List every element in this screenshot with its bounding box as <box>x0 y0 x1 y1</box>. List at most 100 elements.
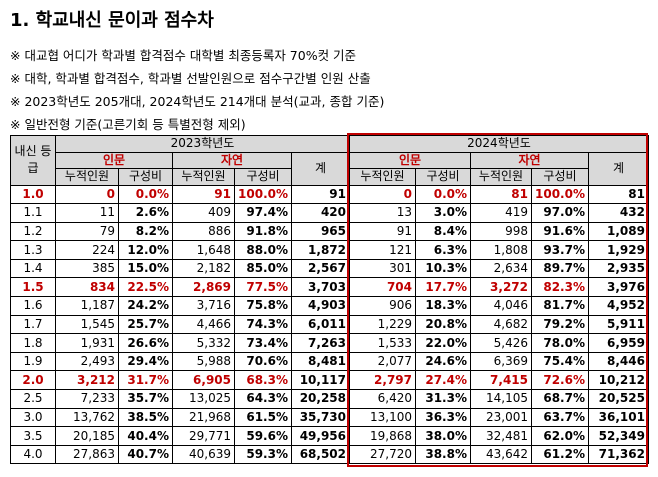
group-header: 자연 <box>172 151 292 169</box>
value-cell: 409 <box>172 203 235 223</box>
table-row: 2.5 7,233 35.7% 13,025 64.3% 20,258 6,420 31.3%… <box>10 389 649 409</box>
value-cell: 11 <box>55 203 119 223</box>
sub-header: 구성비 <box>118 168 173 186</box>
value-cell: 2,077 <box>349 351 416 372</box>
value-cell: 13,025 <box>172 389 235 409</box>
value-cell: 906 <box>349 296 416 316</box>
value-cell: 4,046 <box>470 296 532 316</box>
title: 1. 학교내신 문이과 점수차 <box>10 10 214 31</box>
note: ※ 대학, 학과별 합격점수, 학과별 선발인원으로 점수구간별 인원 산출 <box>10 71 371 86</box>
grade-cell: 1.9 <box>10 351 56 372</box>
value-cell: 1,929 <box>587 240 649 260</box>
value-cell: 301 <box>349 258 416 279</box>
value-cell: 91.6% <box>531 221 589 242</box>
value-cell: 89.7% <box>531 258 589 279</box>
group-header: 인문 <box>55 151 173 169</box>
table-row: 1.9 2,493 29.4% 5,988 70.6% 8,481 2,077 24.6% 6,… <box>10 351 649 372</box>
value-cell: 965 <box>291 221 350 242</box>
value-cell: 3.0% <box>415 203 471 223</box>
value-cell: 5,426 <box>470 333 532 353</box>
value-cell: 22.0% <box>415 333 471 353</box>
value-cell: 8,481 <box>291 351 350 372</box>
value-cell: 38.5% <box>118 407 173 428</box>
value-cell: 97.4% <box>234 203 292 223</box>
table-row: 1.4 385 15.0% 2,182 85.0% 2,567 301 10.3% 2,634 8… <box>10 258 649 279</box>
value-cell: 1,089 <box>587 221 649 242</box>
value-cell: 78.0% <box>531 333 589 353</box>
value-cell: 1,931 <box>55 333 119 353</box>
value-cell: 32,481 <box>470 426 532 446</box>
value-cell: 29,771 <box>172 426 235 446</box>
value-cell: 8,446 <box>587 351 649 372</box>
value-cell: 100.0% <box>234 184 292 205</box>
sub-header: 구성비 <box>415 168 471 186</box>
value-cell: 419 <box>470 203 532 223</box>
value-cell: 88.0% <box>234 240 292 260</box>
table-row: 2.0 3,212 31.7% 6,905 68.3% 10,117 2,797 27.4% 7… <box>10 370 649 391</box>
value-cell: 38.8% <box>415 444 471 465</box>
value-cell: 29.4% <box>118 351 173 372</box>
value-cell: 2,797 <box>349 370 416 391</box>
table-row: 1.6 1,187 24.2% 3,716 75.8% 4,903 906 18.3% 4,04… <box>10 296 649 316</box>
value-cell: 77.5% <box>234 277 292 298</box>
value-cell: 1,545 <box>55 314 119 335</box>
value-cell: 27,863 <box>55 444 119 465</box>
header-row: 내신 등급 2023학년도 2024학년도 <box>10 135 649 186</box>
value-cell: 13,100 <box>349 407 416 428</box>
grade-cell: 1.3 <box>10 240 56 260</box>
value-cell: 834 <box>55 277 119 298</box>
total-header: 계 <box>291 151 350 186</box>
value-cell: 3,212 <box>55 370 119 391</box>
header-row: 누적인원 구성비 누적인원 구성비 누적인원 구성비 누적인원 구성비 <box>11 168 649 186</box>
value-cell: 6,011 <box>291 314 350 335</box>
value-cell: 91.8% <box>234 221 292 242</box>
value-cell: 6,905 <box>172 370 235 391</box>
value-cell: 97.0% <box>531 203 589 223</box>
value-cell: 52,349 <box>587 426 649 446</box>
grade-cell: 1.2 <box>10 221 56 242</box>
value-cell: 4,903 <box>291 296 350 316</box>
value-cell: 121 <box>349 240 416 260</box>
value-cell: 224 <box>55 240 119 260</box>
value-cell: 5,332 <box>172 333 235 353</box>
value-cell: 3,272 <box>470 277 532 298</box>
value-cell: 62.0% <box>531 426 589 446</box>
sub-header: 누적인원 <box>172 168 235 186</box>
value-cell: 2.6% <box>118 203 173 223</box>
value-cell: 420 <box>291 203 350 223</box>
value-cell: 998 <box>470 221 532 242</box>
score-table: 내신 등급 2023학년도 2024학년도 인문 자연 계 인문 자연 계 누적인원 구성비 누적인원… <box>10 135 649 465</box>
value-cell: 75.4% <box>531 351 589 372</box>
value-cell: 68.3% <box>234 370 292 391</box>
value-cell: 6,959 <box>587 333 649 353</box>
value-cell: 74.3% <box>234 314 292 335</box>
grade-cell: 1.0 <box>10 184 56 205</box>
value-cell: 21,968 <box>172 407 235 428</box>
note: ※ 2023학년도 205개대, 2024학년도 214개대 분석(교과, 종합… <box>10 94 385 109</box>
value-cell: 36,101 <box>587 407 649 428</box>
value-cell: 91 <box>291 184 350 205</box>
value-cell: 27,720 <box>349 444 416 465</box>
value-cell: 22.5% <box>118 277 173 298</box>
table-row: 1.0 0 0.0% 91 100.0% 91 0 0.0% 81 100.0% 81 <box>10 184 649 205</box>
table-row: 1.1 11 2.6% 409 97.4% 420 13 3.0% 419 97.0% 432 <box>10 203 649 223</box>
value-cell: 20.8% <box>415 314 471 335</box>
value-cell: 81.7% <box>531 296 589 316</box>
value-cell: 7,263 <box>291 333 350 353</box>
value-cell: 59.3% <box>234 444 292 465</box>
table-row: 1.8 1,931 26.6% 5,332 73.4% 7,263 1,533 22.0% 5,… <box>10 333 649 353</box>
header-row: 인문 자연 계 인문 자연 계 <box>11 151 649 186</box>
year-header: 2024학년도 <box>349 135 649 153</box>
value-cell: 1,187 <box>55 296 119 316</box>
total-header: 계 <box>587 151 649 186</box>
sub-header: 구성비 <box>531 168 589 186</box>
value-cell: 3,976 <box>587 277 649 298</box>
note: ※ 대교협 어디가 학과별 합격점수 대학별 최종등록자 70%컷 기준 <box>10 48 357 63</box>
value-cell: 40.4% <box>118 426 173 446</box>
value-cell: 1,648 <box>172 240 235 260</box>
value-cell: 68,502 <box>291 444 350 465</box>
value-cell: 6,369 <box>470 351 532 372</box>
value-cell: 432 <box>587 203 649 223</box>
notes: ※ 대교협 어디가 학과별 합격점수 대학별 최종등록자 70%컷 기준 ※ 대학… <box>10 44 384 136</box>
